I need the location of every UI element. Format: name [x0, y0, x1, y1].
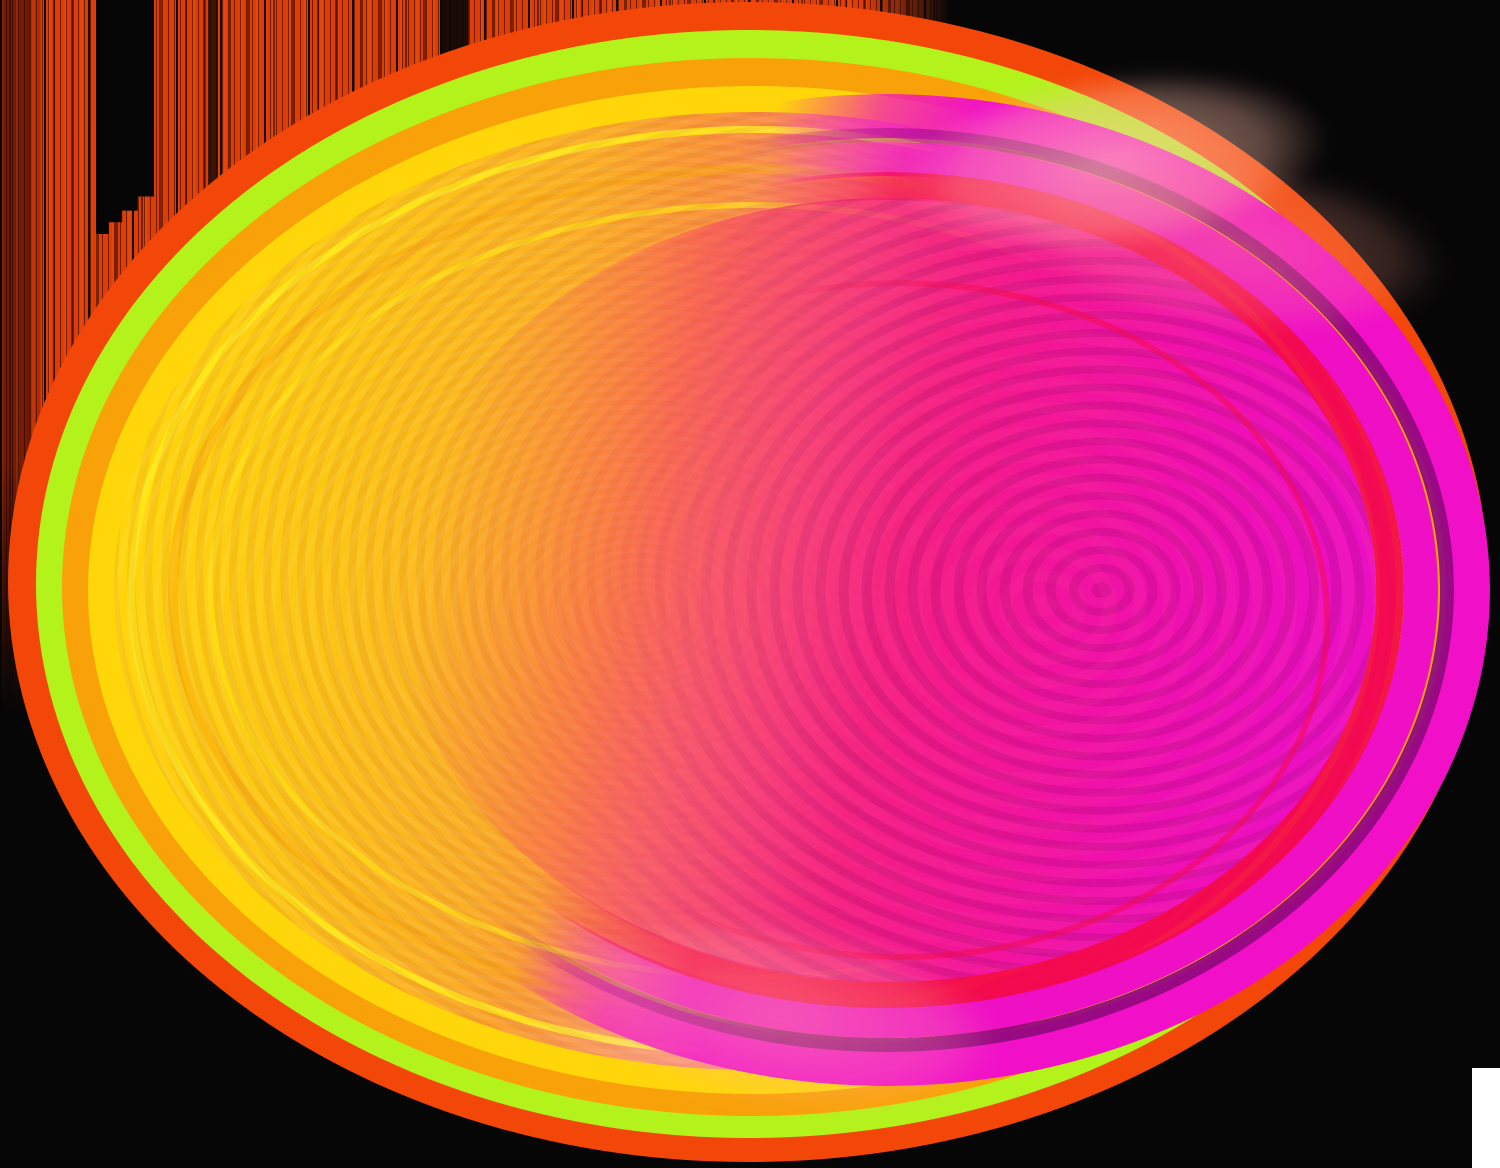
- white-corner-chip: [1472, 1068, 1500, 1168]
- glitch-black-bar-1: [96, 0, 154, 234]
- crimson-inner-ring: [470, 280, 1330, 960]
